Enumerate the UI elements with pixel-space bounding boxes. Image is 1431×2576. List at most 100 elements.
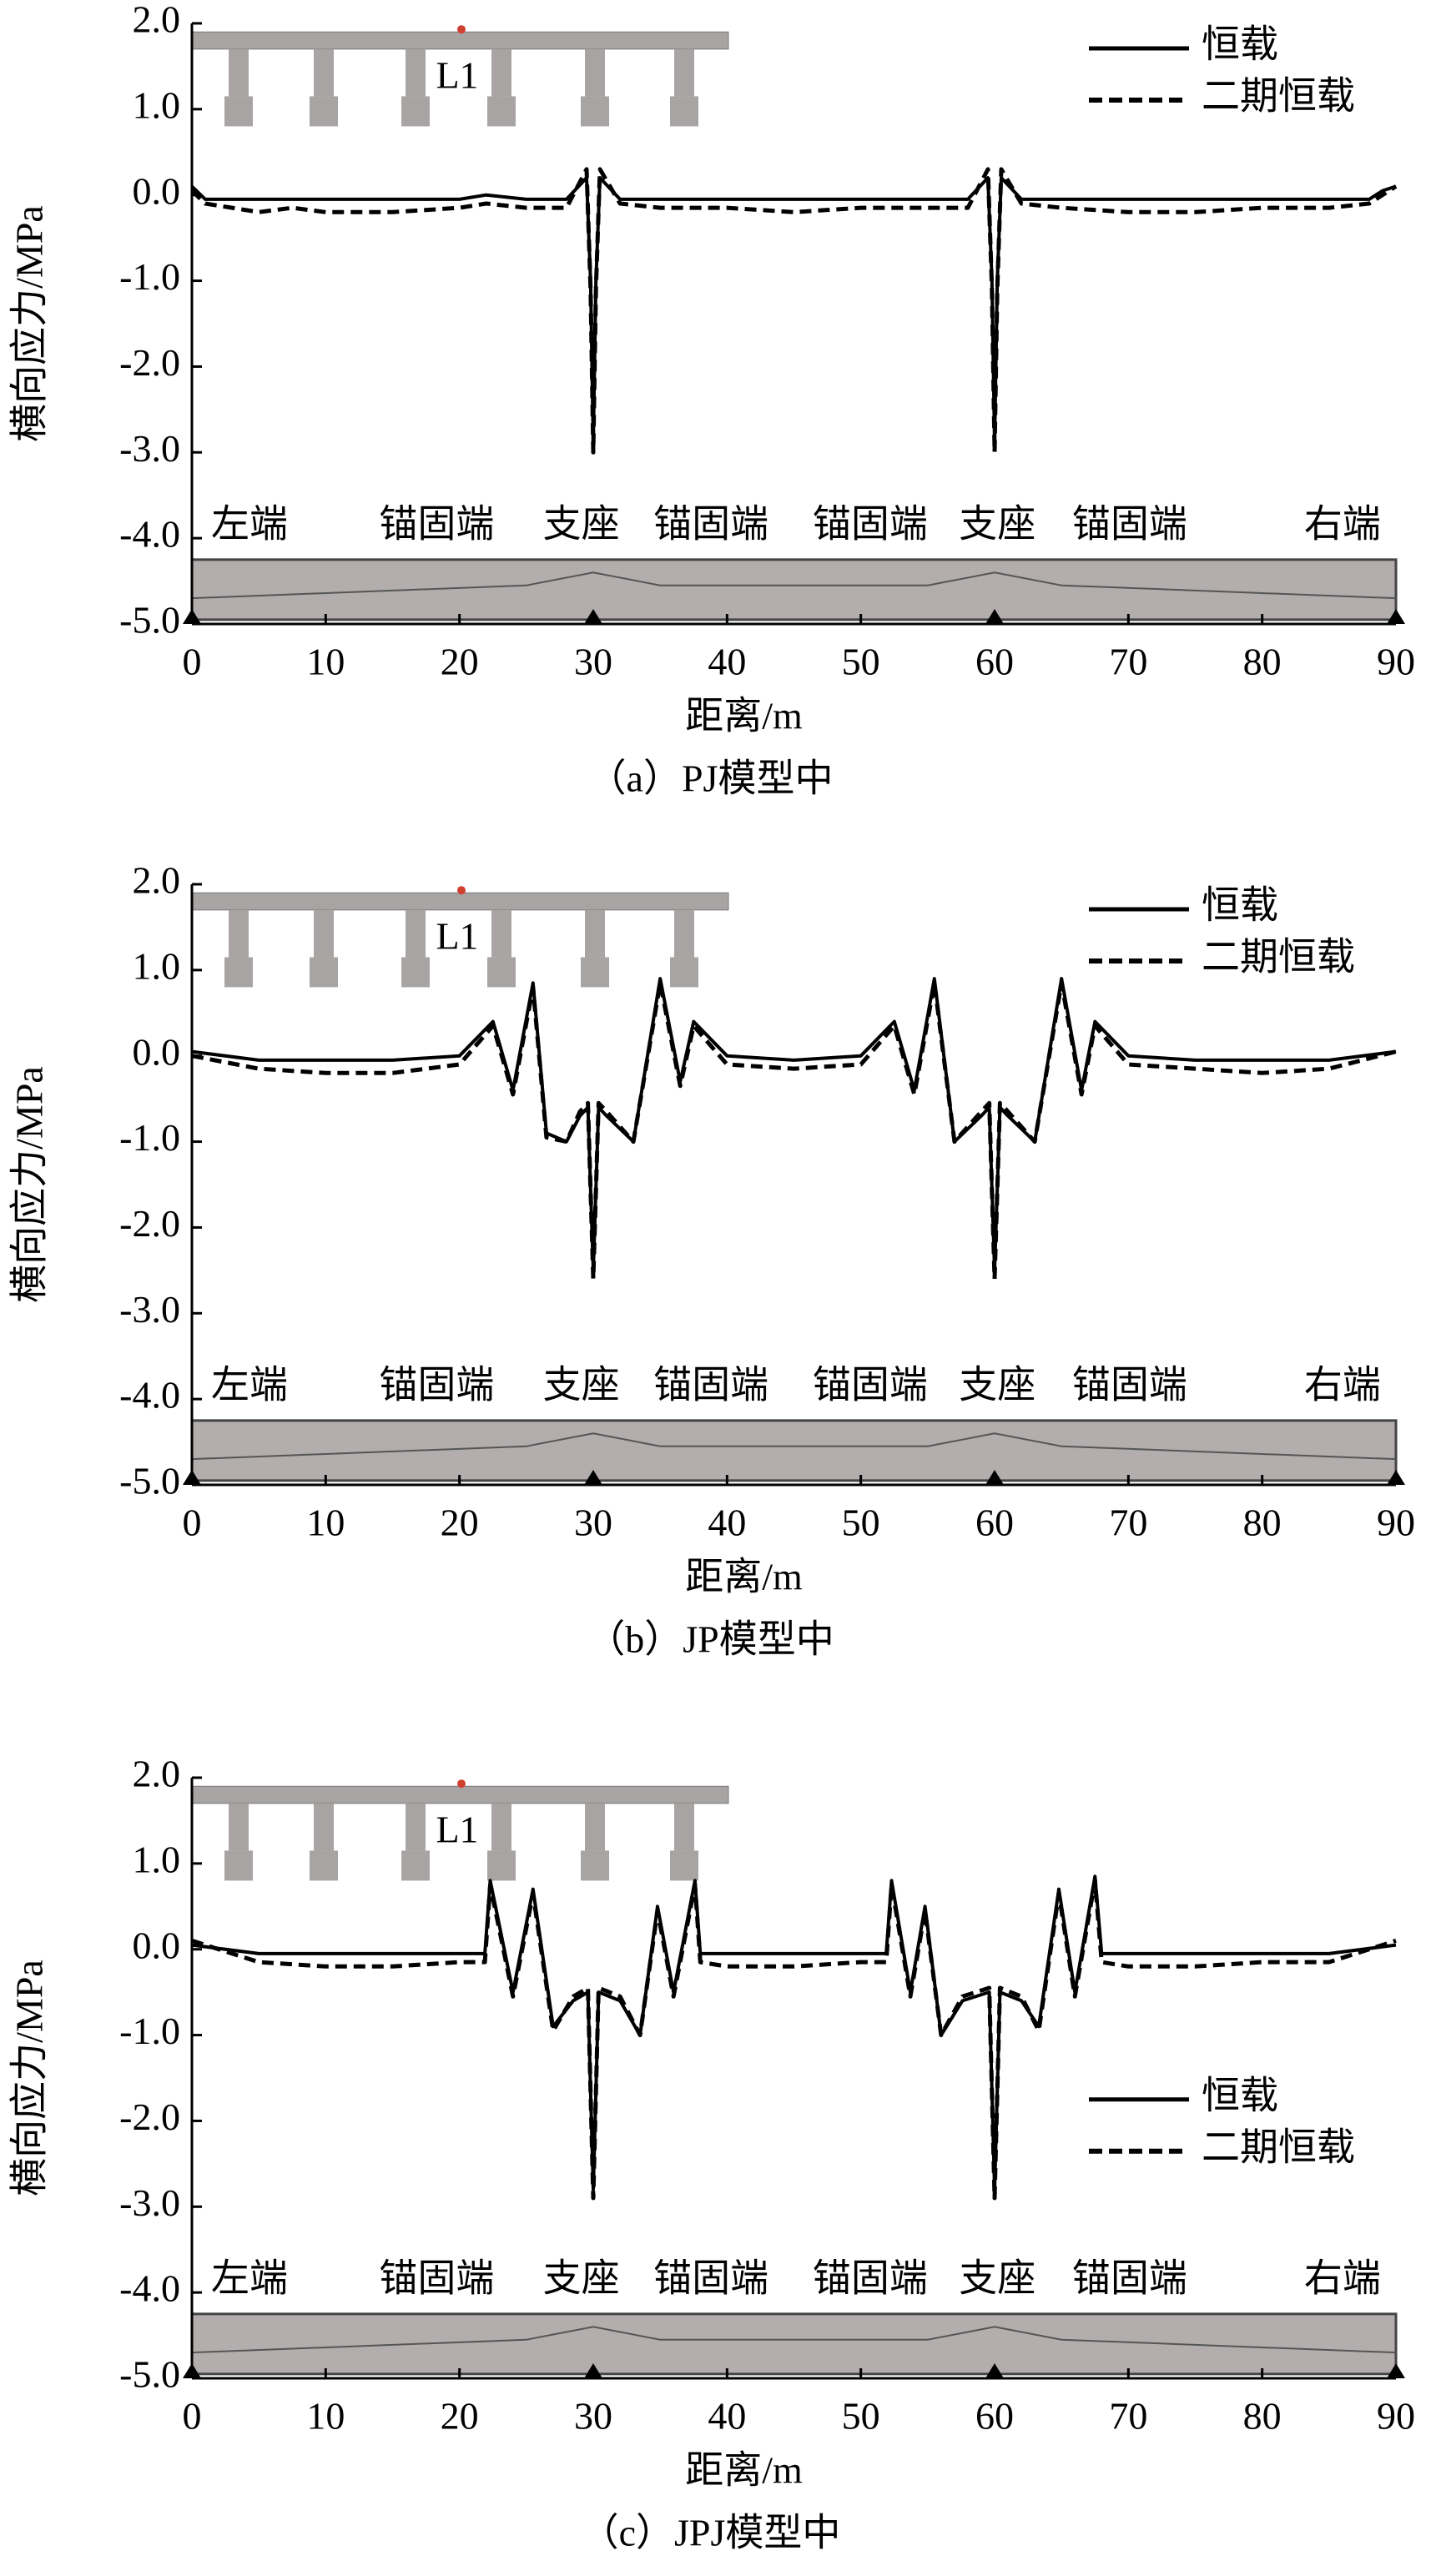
x-tick-label: 30 [574, 2395, 612, 2438]
section-label: 锚固端 [379, 2257, 494, 2299]
girder-bulb [487, 957, 516, 988]
deck-section [191, 1785, 729, 1804]
girder-web [406, 1803, 426, 1851]
girder-bulb [310, 96, 338, 127]
section-label: 锚固端 [653, 502, 768, 545]
series-line [191, 977, 1397, 1272]
girder-bulb [310, 957, 338, 988]
y-tick-label: -3.0 [119, 1288, 180, 1331]
tendon [191, 571, 1397, 600]
y-tick-label: -4.0 [119, 1374, 180, 1416]
girder-web [314, 909, 334, 958]
deck-section [191, 892, 729, 911]
girder-bulb [670, 96, 698, 127]
girder-web [585, 1803, 605, 1851]
girder-web [406, 909, 426, 958]
x-tick-label: 60 [975, 2395, 1014, 2438]
series-line [191, 980, 1397, 1281]
legend-label: 恒载 [1202, 23, 1278, 66]
girder-web [229, 48, 249, 97]
section-label: 右端 [1304, 2257, 1381, 2299]
section-label: 左端 [211, 502, 288, 545]
series-line [190, 176, 1397, 445]
y-tick-label: -1.0 [119, 255, 180, 298]
section-label: 左端 [211, 1363, 288, 1406]
girder-web [491, 909, 511, 958]
y-tick-label: -3.0 [119, 427, 180, 470]
section-label: 右端 [1304, 502, 1381, 545]
tendon [191, 1432, 1397, 1461]
girder-bulb [224, 96, 253, 127]
section-label: 锚固端 [653, 1363, 768, 1406]
x-tick-label: 50 [842, 641, 880, 683]
subtitle: （b）JP模型中 [587, 1618, 834, 1661]
y-axis-title: 横向应力/MPa [8, 1066, 51, 1303]
girder-bulb [670, 1850, 698, 1881]
girder-bulb [224, 957, 253, 988]
girder-web [314, 1803, 334, 1851]
girder-web [314, 48, 334, 97]
girder-bulb [401, 1850, 430, 1881]
series-line [191, 1878, 1397, 2201]
legend-label: 恒载 [1202, 884, 1278, 927]
subtitle: （a）PJ模型中 [588, 757, 834, 800]
girder-bulb [670, 957, 698, 988]
section-label: 锚固端 [813, 1363, 928, 1406]
y-tick-label: 0.0 [133, 169, 181, 212]
x-tick-label: 20 [441, 2395, 479, 2438]
girder-web [674, 909, 694, 958]
x-tick-label: 70 [1109, 2395, 1147, 2438]
y-tick-label: -4.0 [119, 2267, 180, 2310]
elevation [190, 2312, 1398, 2376]
y-tick-label: 1.0 [133, 1838, 181, 1880]
l1-label: L1 [436, 53, 478, 96]
section-label: 支座 [543, 502, 620, 545]
l1-marker [457, 1779, 466, 1789]
section-label: 支座 [959, 2257, 1035, 2299]
x-tick-label: 80 [1243, 641, 1282, 683]
y-tick-label: -3.0 [119, 2181, 180, 2224]
subtitle: （c）JPJ模型中 [581, 2512, 841, 2554]
x-tick-label: 20 [441, 641, 479, 683]
y-tick-label: 2.0 [133, 859, 181, 902]
x-tick-label: 50 [842, 2395, 880, 2438]
x-tick-label: 90 [1377, 2395, 1415, 2438]
x-tick-label: 0 [183, 1502, 202, 1544]
x-tick-label: 70 [1109, 641, 1147, 683]
elevation [190, 1419, 1398, 1482]
girder-bulb [581, 1850, 609, 1881]
x-tick-label: 20 [441, 1502, 479, 1544]
girder-web [674, 1803, 694, 1851]
girder-bulb [401, 96, 430, 127]
x-tick-label: 60 [975, 1502, 1014, 1544]
y-tick-label: -4.0 [119, 513, 180, 556]
x-tick-label: 50 [842, 1502, 880, 1544]
y-tick-label: 1.0 [133, 83, 181, 126]
legend-label: 二期恒载 [1202, 936, 1355, 979]
section-label: 锚固端 [379, 1363, 494, 1406]
x-tick-label: 70 [1109, 1502, 1147, 1544]
girder-web [491, 48, 511, 97]
y-tick-label: -1.0 [119, 2010, 180, 2052]
deck-section [191, 31, 729, 50]
girder-bulb [581, 96, 609, 127]
x-tick-label: 0 [183, 641, 202, 683]
girder-web [491, 1803, 511, 1851]
x-tick-label: 40 [708, 2395, 746, 2438]
girder-web [585, 48, 605, 97]
y-tick-label: 0.0 [133, 1030, 181, 1073]
x-tick-label: 30 [574, 1502, 612, 1544]
y-tick-label: -1.0 [119, 1116, 180, 1159]
y-tick-label: -5.0 [119, 1460, 180, 1502]
girder-web [585, 909, 605, 958]
x-tick-label: 90 [1377, 641, 1415, 683]
section-label: 锚固端 [813, 2257, 928, 2299]
x-tick-label: 10 [306, 1502, 345, 1544]
series-line [190, 167, 1398, 455]
legend-label: 二期恒载 [1202, 75, 1355, 118]
section-label: 支座 [543, 1363, 620, 1406]
section-label: 锚固端 [379, 502, 494, 545]
y-tick-label: -5.0 [119, 2353, 180, 2396]
x-tick-label: 10 [306, 641, 345, 683]
x-tick-label: 40 [708, 1502, 746, 1544]
